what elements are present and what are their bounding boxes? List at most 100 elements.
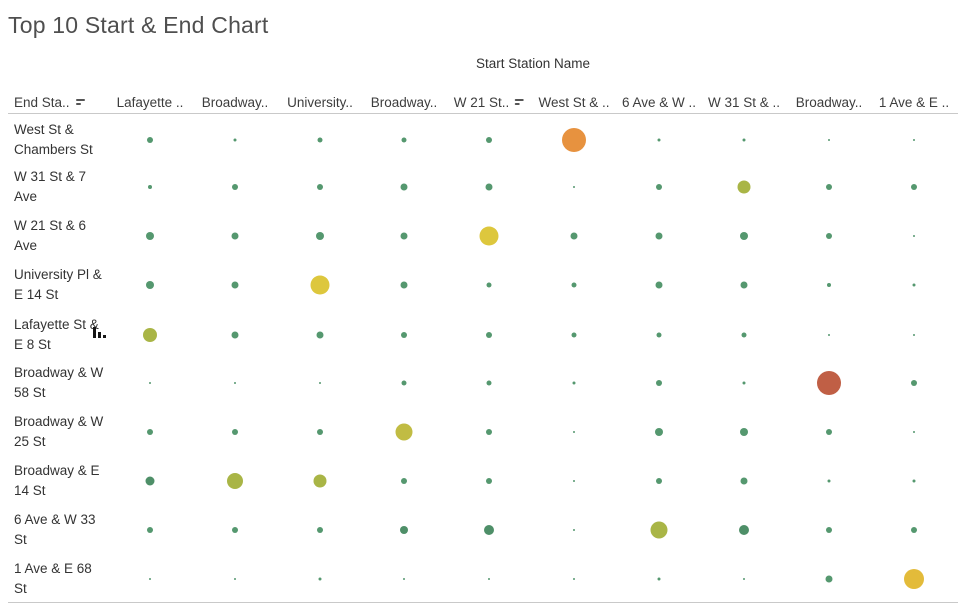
- mark[interactable]: [826, 527, 832, 533]
- mark[interactable]: [827, 479, 831, 483]
- mark[interactable]: [828, 334, 830, 336]
- mark[interactable]: [826, 233, 832, 239]
- mark[interactable]: [234, 382, 236, 384]
- mark[interactable]: [146, 232, 154, 240]
- mark[interactable]: [486, 478, 492, 484]
- mark[interactable]: [571, 282, 577, 288]
- mark[interactable]: [400, 232, 408, 240]
- mark[interactable]: [488, 578, 490, 580]
- sort-icon[interactable]: [75, 98, 86, 108]
- mark[interactable]: [231, 331, 239, 339]
- row-axis-header[interactable]: End Sta..: [14, 95, 86, 110]
- mark[interactable]: [827, 283, 831, 287]
- column-header[interactable]: West St & ..: [538, 95, 609, 110]
- mark[interactable]: [232, 527, 238, 533]
- mark[interactable]: [904, 569, 924, 589]
- mark[interactable]: [147, 137, 153, 143]
- mark[interactable]: [232, 429, 238, 435]
- mark[interactable]: [570, 232, 578, 240]
- mark[interactable]: [317, 429, 323, 435]
- mark[interactable]: [316, 331, 324, 339]
- mark[interactable]: [571, 332, 577, 338]
- mark[interactable]: [740, 428, 748, 436]
- column-header[interactable]: 6 Ave & W ..: [622, 95, 696, 110]
- mark[interactable]: [485, 183, 493, 191]
- column-header[interactable]: Broadway..: [796, 95, 863, 110]
- mark[interactable]: [573, 529, 575, 531]
- mark[interactable]: [742, 381, 746, 385]
- mark[interactable]: [395, 423, 413, 441]
- row-label[interactable]: Broadway & W 58 St: [14, 365, 104, 400]
- mark[interactable]: [479, 226, 499, 246]
- mark[interactable]: [656, 332, 662, 338]
- mark[interactable]: [912, 283, 916, 287]
- mark[interactable]: [317, 184, 323, 190]
- mark[interactable]: [149, 382, 151, 384]
- mark[interactable]: [317, 527, 323, 533]
- mark[interactable]: [234, 578, 236, 580]
- mark[interactable]: [655, 232, 663, 240]
- row-label[interactable]: W 31 St & 7 Ave: [14, 169, 87, 204]
- mark[interactable]: [231, 281, 239, 289]
- mark[interactable]: [740, 232, 748, 240]
- column-header[interactable]: Broadway..: [371, 95, 438, 110]
- mark[interactable]: [826, 429, 832, 435]
- mark[interactable]: [486, 332, 492, 338]
- mark[interactable]: [401, 380, 407, 386]
- row-label[interactable]: Broadway & W 25 St: [14, 414, 104, 449]
- row-label[interactable]: 1 Ave & E 68 St: [14, 561, 92, 596]
- mark[interactable]: [656, 478, 662, 484]
- column-header[interactable]: W 31 St & ..: [708, 95, 780, 110]
- mark[interactable]: [486, 380, 492, 386]
- row-label[interactable]: University Pl & E 14 St: [14, 267, 102, 302]
- column-header[interactable]: W 21 St..: [454, 95, 525, 110]
- mark[interactable]: [143, 328, 157, 342]
- row-label[interactable]: W 21 St & 6 Ave: [14, 218, 87, 253]
- mark[interactable]: [400, 526, 408, 534]
- mark[interactable]: [573, 578, 575, 580]
- mark[interactable]: [486, 429, 492, 435]
- mark[interactable]: [911, 527, 917, 533]
- mark[interactable]: [817, 371, 841, 395]
- mark[interactable]: [573, 431, 575, 433]
- mark[interactable]: [913, 235, 915, 237]
- mark[interactable]: [743, 578, 745, 580]
- mark[interactable]: [146, 281, 154, 289]
- column-header[interactable]: Lafayette ..: [117, 95, 184, 110]
- row-label[interactable]: West St & Chambers St: [14, 122, 93, 157]
- mark[interactable]: [913, 139, 915, 141]
- mark[interactable]: [572, 381, 576, 385]
- mark[interactable]: [318, 577, 322, 581]
- mark[interactable]: [484, 525, 494, 535]
- mark[interactable]: [656, 184, 662, 190]
- mark[interactable]: [317, 137, 323, 143]
- mark[interactable]: [232, 184, 238, 190]
- mark[interactable]: [401, 332, 407, 338]
- mark[interactable]: [913, 431, 915, 433]
- column-header[interactable]: University..: [287, 95, 353, 110]
- sort-icon[interactable]: [514, 98, 524, 108]
- mark[interactable]: [740, 281, 748, 289]
- mark[interactable]: [562, 128, 586, 152]
- mark[interactable]: [147, 429, 153, 435]
- mark[interactable]: [913, 334, 915, 336]
- mark[interactable]: [650, 521, 668, 539]
- mark[interactable]: [655, 428, 663, 436]
- mark[interactable]: [310, 275, 330, 295]
- mark[interactable]: [147, 527, 153, 533]
- mark[interactable]: [826, 184, 832, 190]
- mark[interactable]: [740, 477, 748, 485]
- mark[interactable]: [400, 183, 408, 191]
- column-header[interactable]: Broadway..: [202, 95, 269, 110]
- mark[interactable]: [742, 138, 746, 142]
- mark[interactable]: [737, 180, 751, 194]
- mark[interactable]: [400, 281, 408, 289]
- row-label[interactable]: Broadway & E 14 St: [14, 463, 100, 498]
- mark[interactable]: [486, 282, 492, 288]
- mark[interactable]: [231, 232, 239, 240]
- mark[interactable]: [149, 578, 151, 580]
- mark[interactable]: [657, 138, 661, 142]
- mark[interactable]: [319, 382, 321, 384]
- mark[interactable]: [825, 575, 833, 583]
- mark[interactable]: [148, 185, 152, 189]
